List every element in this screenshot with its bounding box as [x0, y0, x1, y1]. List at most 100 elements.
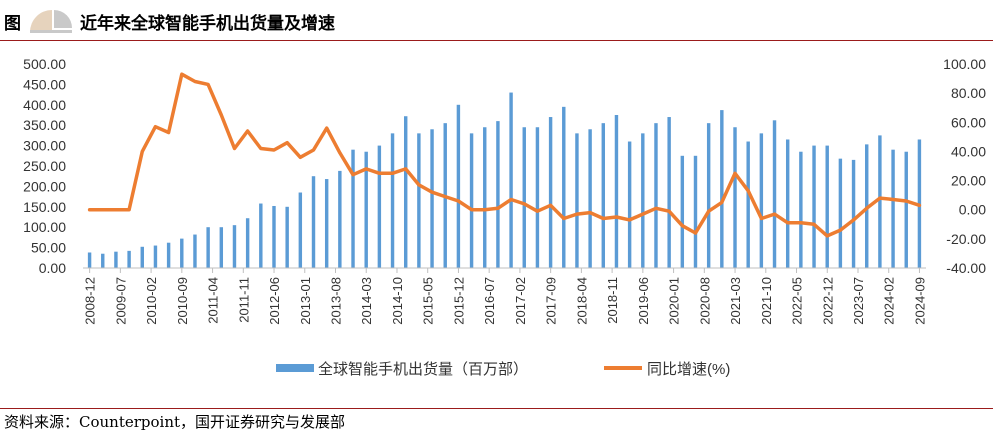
shipment-bar — [785, 139, 790, 268]
x-axis-tick-label: 2014-10 — [390, 277, 405, 325]
left-axis-tick-label: 0.00 — [39, 260, 66, 276]
shipment-bar — [311, 176, 316, 268]
shipment-bar — [153, 245, 158, 268]
shipment-bar — [588, 129, 592, 268]
shipment-bar — [483, 127, 487, 269]
shipment-bar — [324, 179, 329, 268]
shipment-bar — [245, 218, 250, 268]
shipment-bar — [575, 133, 579, 268]
shipment-bar — [272, 205, 276, 268]
left-axis-tick-label: 450.00 — [23, 76, 66, 92]
shipment-bar — [548, 117, 553, 268]
left-axis-tick-label: 500.00 — [23, 56, 66, 72]
x-axis-tick-label: 2024-09 — [912, 277, 927, 325]
left-axis-tick-label: 400.00 — [23, 97, 66, 113]
shipment-bar — [390, 133, 395, 268]
x-axis-tick-label: 2008-12 — [83, 277, 98, 325]
shipment-bar — [601, 123, 606, 268]
right-axis-tick-label: -20.00 — [946, 231, 986, 247]
shipment-bar — [298, 192, 303, 268]
x-axis-tick-label: 2024-02 — [882, 277, 897, 325]
x-axis-tick-label: 2018-11 — [605, 277, 620, 324]
shipment-bar — [259, 203, 263, 268]
x-axis-tick-label: 2009-07 — [113, 277, 128, 325]
shipment-bar — [706, 123, 711, 268]
shipment-bar — [759, 133, 764, 268]
legend-label-shipments: 全球智能手机出货量（百万部） — [318, 360, 528, 378]
source-note: 资料来源：Counterpoint，国开证券研究与发展部 — [4, 413, 346, 431]
x-axis-tick-label: 2015-12 — [451, 277, 466, 325]
left-axis-tick-label: 150.00 — [23, 199, 66, 215]
shipment-bar — [509, 92, 513, 268]
shipment-bar — [614, 115, 619, 268]
right-axis-tick-label: 0.00 — [959, 202, 986, 218]
shipment-bar — [667, 117, 671, 268]
right-axis-tick-label: 100.00 — [943, 56, 986, 72]
shipment-bar — [377, 145, 382, 268]
x-axis-tick-label: 2020-08 — [697, 277, 712, 325]
right-axis-tick-label: 20.00 — [951, 173, 986, 189]
shipment-bar — [562, 106, 566, 268]
shipment-bar — [851, 159, 856, 268]
x-axis-tick-label: 2021-10 — [759, 277, 774, 325]
shipment-bar — [746, 141, 750, 268]
x-axis-tick-label: 2017-02 — [513, 277, 528, 325]
shipment-bar — [496, 121, 500, 269]
legend-label-growth: 同比增速(%) — [647, 361, 730, 378]
x-axis-tick-label: 2011-11 — [236, 277, 251, 323]
x-axis-tick-label: 2011-04 — [206, 277, 221, 324]
x-axis-tick-label: 2019-06 — [636, 277, 651, 325]
left-axis-tick-label: 250.00 — [23, 158, 66, 174]
x-axis-tick-label: 2022-05 — [790, 277, 805, 325]
x-axis-tick-label: 2017-09 — [544, 277, 559, 325]
shipment-bar — [878, 135, 882, 268]
shipment-bar — [891, 149, 895, 268]
header-rule — [0, 40, 993, 41]
shipment-bar — [772, 120, 777, 268]
shipment-bar — [430, 129, 434, 268]
shipment-bar — [904, 151, 908, 268]
shipment-bar — [338, 170, 342, 268]
shipment-bar — [720, 110, 724, 268]
x-axis-tick-label: 2012-06 — [267, 277, 282, 325]
report-logo — [30, 10, 72, 33]
shipment-bar — [654, 123, 658, 268]
shipment-bar — [285, 206, 289, 268]
shipment-bar — [403, 116, 408, 268]
x-axis-tick-label: 2014-03 — [359, 277, 374, 325]
shipment-bar — [535, 127, 540, 269]
figure-header: 图 近年来全球智能手机出货量及增速 — [0, 0, 993, 40]
shipment-bar — [180, 238, 184, 268]
shipment-bar — [733, 127, 737, 269]
shipment-bar — [799, 151, 803, 268]
shipment-bar — [522, 127, 526, 269]
x-axis-tick-label: 2013-01 — [298, 277, 313, 325]
x-axis-tick-label: 2023-07 — [851, 277, 866, 325]
shipment-bar — [417, 133, 421, 268]
shipment-bar — [680, 155, 685, 268]
footer-rule — [0, 408, 993, 409]
shipment-bar — [87, 252, 92, 268]
left-axis-tick-label: 50.00 — [31, 240, 66, 256]
x-axis-tick-label: 2015-05 — [421, 277, 436, 325]
x-axis-tick-label: 2010-09 — [175, 277, 190, 325]
right-axis-tick-label: 80.00 — [951, 85, 986, 101]
shipment-bar — [193, 234, 197, 268]
shipment-bar — [166, 242, 171, 268]
figure-label: 图 — [4, 14, 21, 34]
x-axis-tick-label: 2016-07 — [482, 277, 497, 325]
right-axis-tick-label: 40.00 — [951, 143, 986, 159]
shipment-bar — [456, 104, 461, 268]
left-axis-tick-label: 200.00 — [23, 178, 66, 194]
shipment-bar — [693, 155, 698, 268]
figure-title: 近年来全球智能手机出货量及增速 — [80, 14, 335, 34]
right-axis-tick-label: -40.00 — [946, 260, 986, 276]
shipment-bar — [364, 151, 368, 268]
x-axis-tick-label: 2022-12 — [820, 277, 835, 325]
x-axis-tick-label: 2013-08 — [329, 277, 344, 325]
left-axis-tick-label: 300.00 — [23, 138, 66, 154]
shipment-bar — [351, 149, 355, 268]
shipment-bar — [101, 253, 105, 268]
legend-swatch-shipments — [276, 364, 314, 372]
shipment-bar — [627, 141, 632, 268]
